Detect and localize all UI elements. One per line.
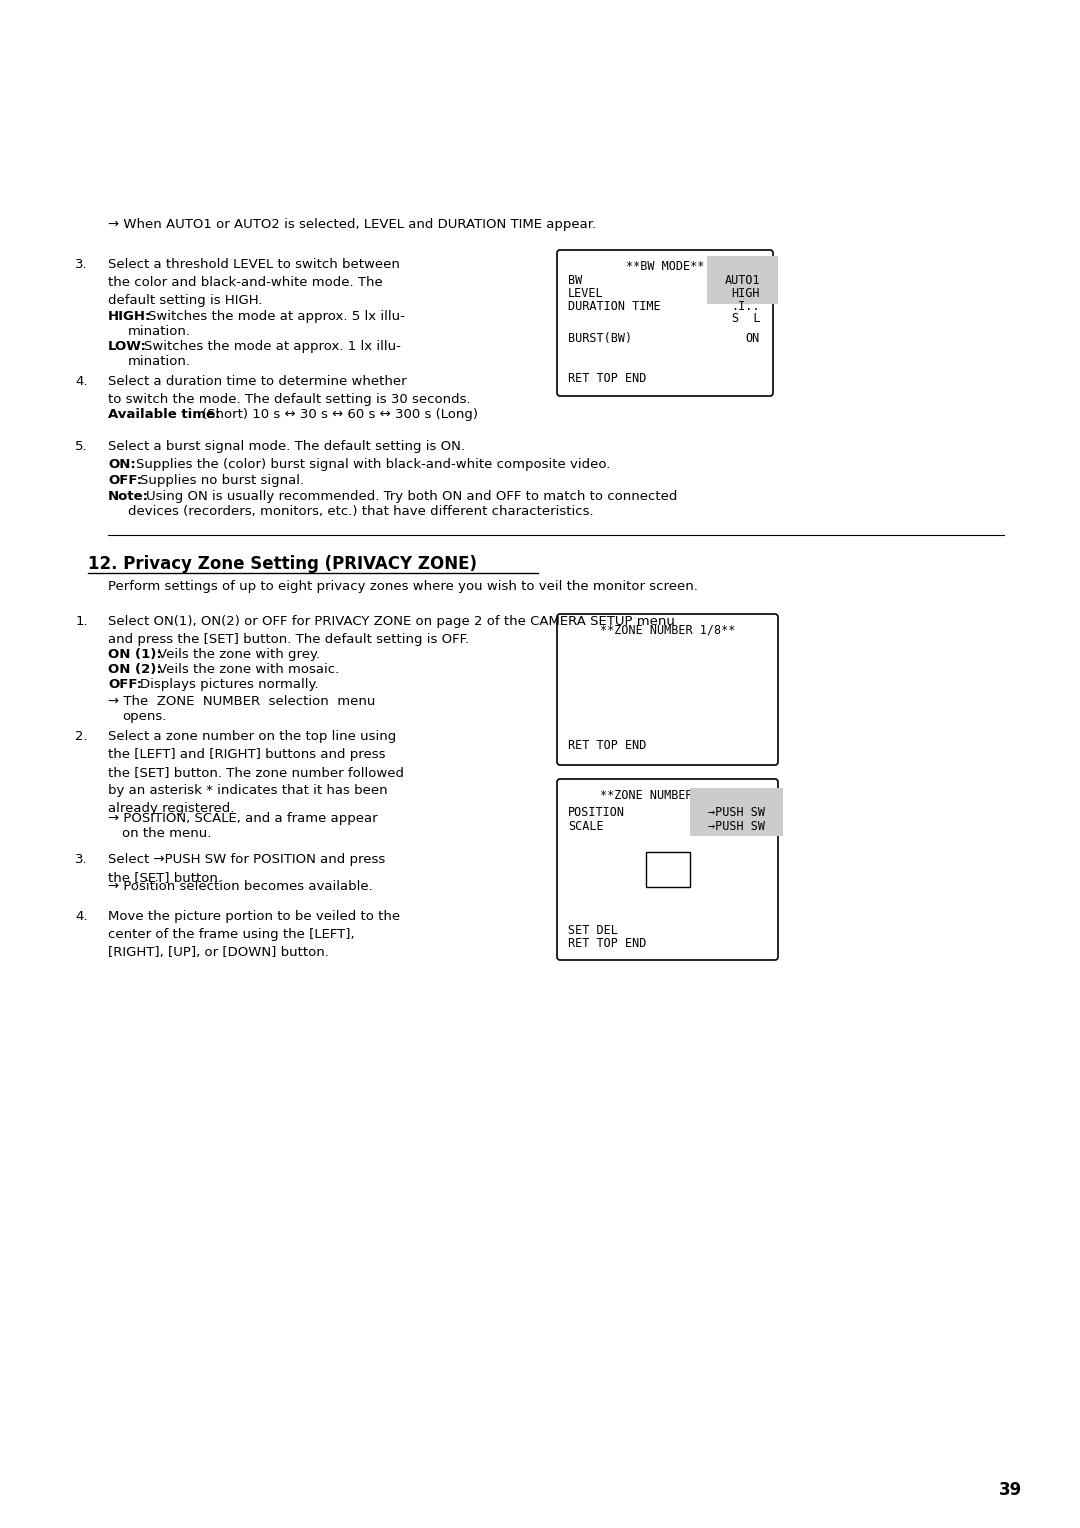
Text: Select a threshold LEVEL to switch between
the color and black-and-white mode. T: Select a threshold LEVEL to switch betwe… bbox=[108, 258, 400, 307]
Text: Select a burst signal mode. The default setting is ON.: Select a burst signal mode. The default … bbox=[108, 440, 465, 452]
Text: 12. Privacy Zone Setting (PRIVACY ZONE): 12. Privacy Zone Setting (PRIVACY ZONE) bbox=[87, 555, 477, 573]
Text: 3.: 3. bbox=[76, 258, 87, 270]
Text: .I..: .I.. bbox=[731, 299, 760, 313]
Text: **ZONE NUMBER 1/8**: **ZONE NUMBER 1/8** bbox=[599, 788, 735, 802]
Text: Perform settings of up to eight privacy zones where you wish to veil the monitor: Perform settings of up to eight privacy … bbox=[108, 581, 698, 593]
Text: Note:: Note: bbox=[108, 490, 149, 503]
Text: →PUSH SW: →PUSH SW bbox=[708, 805, 765, 819]
Text: ON:: ON: bbox=[108, 458, 136, 471]
Text: LOW:: LOW: bbox=[108, 341, 147, 353]
Text: Displays pictures normally.: Displays pictures normally. bbox=[140, 678, 319, 691]
Text: SCALE: SCALE bbox=[568, 819, 604, 833]
Text: AUTO1: AUTO1 bbox=[725, 274, 760, 287]
FancyBboxPatch shape bbox=[557, 779, 778, 960]
Text: Switches the mode at approx. 1 lx illu-: Switches the mode at approx. 1 lx illu- bbox=[144, 341, 401, 353]
Text: Move the picture portion to be veiled to the
center of the frame using the [LEFT: Move the picture portion to be veiled to… bbox=[108, 911, 400, 960]
Text: 5.: 5. bbox=[76, 440, 87, 452]
Bar bbox=[646, 853, 689, 886]
Text: BURST(BW): BURST(BW) bbox=[568, 332, 632, 344]
Text: 39: 39 bbox=[998, 1481, 1022, 1499]
Text: 4.: 4. bbox=[76, 911, 87, 923]
Text: 3.: 3. bbox=[76, 853, 87, 866]
Text: Switches the mode at approx. 5 lx illu-: Switches the mode at approx. 5 lx illu- bbox=[148, 310, 405, 322]
Text: mination.: mination. bbox=[129, 354, 191, 368]
Text: →PUSH SW: →PUSH SW bbox=[708, 819, 765, 833]
FancyBboxPatch shape bbox=[557, 251, 773, 396]
Text: Supplies the (color) burst signal with black-and-white composite video.: Supplies the (color) burst signal with b… bbox=[136, 458, 610, 471]
Text: → Position selection becomes available.: → Position selection becomes available. bbox=[108, 880, 373, 892]
Text: → POSITION, SCALE, and a frame appear: → POSITION, SCALE, and a frame appear bbox=[108, 811, 378, 825]
Text: → The  ZONE  NUMBER  selection  menu: → The ZONE NUMBER selection menu bbox=[108, 695, 376, 707]
Text: (Short) 10 s ↔ 30 s ↔ 60 s ↔ 300 s (Long): (Short) 10 s ↔ 30 s ↔ 60 s ↔ 300 s (Long… bbox=[202, 408, 478, 422]
Text: POSITION: POSITION bbox=[568, 805, 625, 819]
Text: ON (1):: ON (1): bbox=[108, 648, 162, 662]
Text: 4.: 4. bbox=[76, 374, 87, 388]
Text: **ZONE NUMBER 1/8**: **ZONE NUMBER 1/8** bbox=[599, 623, 735, 637]
Text: RET TOP END: RET TOP END bbox=[568, 937, 646, 949]
Text: S  L: S L bbox=[731, 312, 760, 324]
Text: opens.: opens. bbox=[122, 711, 166, 723]
Text: LEVEL: LEVEL bbox=[568, 287, 604, 299]
Text: mination.: mination. bbox=[129, 325, 191, 338]
Text: on the menu.: on the menu. bbox=[122, 827, 212, 840]
Text: DURATION TIME: DURATION TIME bbox=[568, 299, 661, 313]
Text: Supplies no burst signal.: Supplies no burst signal. bbox=[140, 474, 305, 487]
Text: HIGH:: HIGH: bbox=[108, 310, 151, 322]
Text: Veils the zone with mosaic.: Veils the zone with mosaic. bbox=[158, 663, 339, 675]
Text: HIGH: HIGH bbox=[731, 287, 760, 299]
Text: Veils the zone with grey.: Veils the zone with grey. bbox=[158, 648, 320, 662]
Text: Select a zone number on the top line using
the [LEFT] and [RIGHT] buttons and pr: Select a zone number on the top line usi… bbox=[108, 730, 404, 814]
Text: RET TOP END: RET TOP END bbox=[568, 738, 646, 752]
Text: OFF:: OFF: bbox=[108, 474, 143, 487]
Text: BW: BW bbox=[568, 274, 582, 287]
Text: Using ON is usually recommended. Try both ON and OFF to match to connected: Using ON is usually recommended. Try bot… bbox=[146, 490, 677, 503]
Text: 2.: 2. bbox=[76, 730, 87, 743]
Text: **BW MODE**: **BW MODE** bbox=[625, 260, 704, 272]
Text: Select →PUSH SW for POSITION and press
the [SET] button.: Select →PUSH SW for POSITION and press t… bbox=[108, 853, 386, 885]
Text: Select ON(1), ON(2) or OFF for PRIVACY ZONE on page 2 of the CAMERA SETUP menu
a: Select ON(1), ON(2) or OFF for PRIVACY Z… bbox=[108, 614, 675, 646]
Text: ON (2):: ON (2): bbox=[108, 663, 162, 675]
Text: → When AUTO1 or AUTO2 is selected, LEVEL and DURATION TIME appear.: → When AUTO1 or AUTO2 is selected, LEVEL… bbox=[108, 219, 596, 231]
Text: devices (recorders, monitors, etc.) that have different characteristics.: devices (recorders, monitors, etc.) that… bbox=[129, 504, 594, 518]
Text: RET TOP END: RET TOP END bbox=[568, 371, 646, 385]
FancyBboxPatch shape bbox=[557, 614, 778, 766]
Text: SET DEL: SET DEL bbox=[568, 923, 618, 937]
Text: OFF:: OFF: bbox=[108, 678, 143, 691]
Text: 1.: 1. bbox=[76, 614, 87, 628]
Text: ON: ON bbox=[746, 332, 760, 344]
Text: Available time:: Available time: bbox=[108, 408, 220, 422]
Text: Select a duration time to determine whether
to switch the mode. The default sett: Select a duration time to determine whet… bbox=[108, 374, 471, 406]
